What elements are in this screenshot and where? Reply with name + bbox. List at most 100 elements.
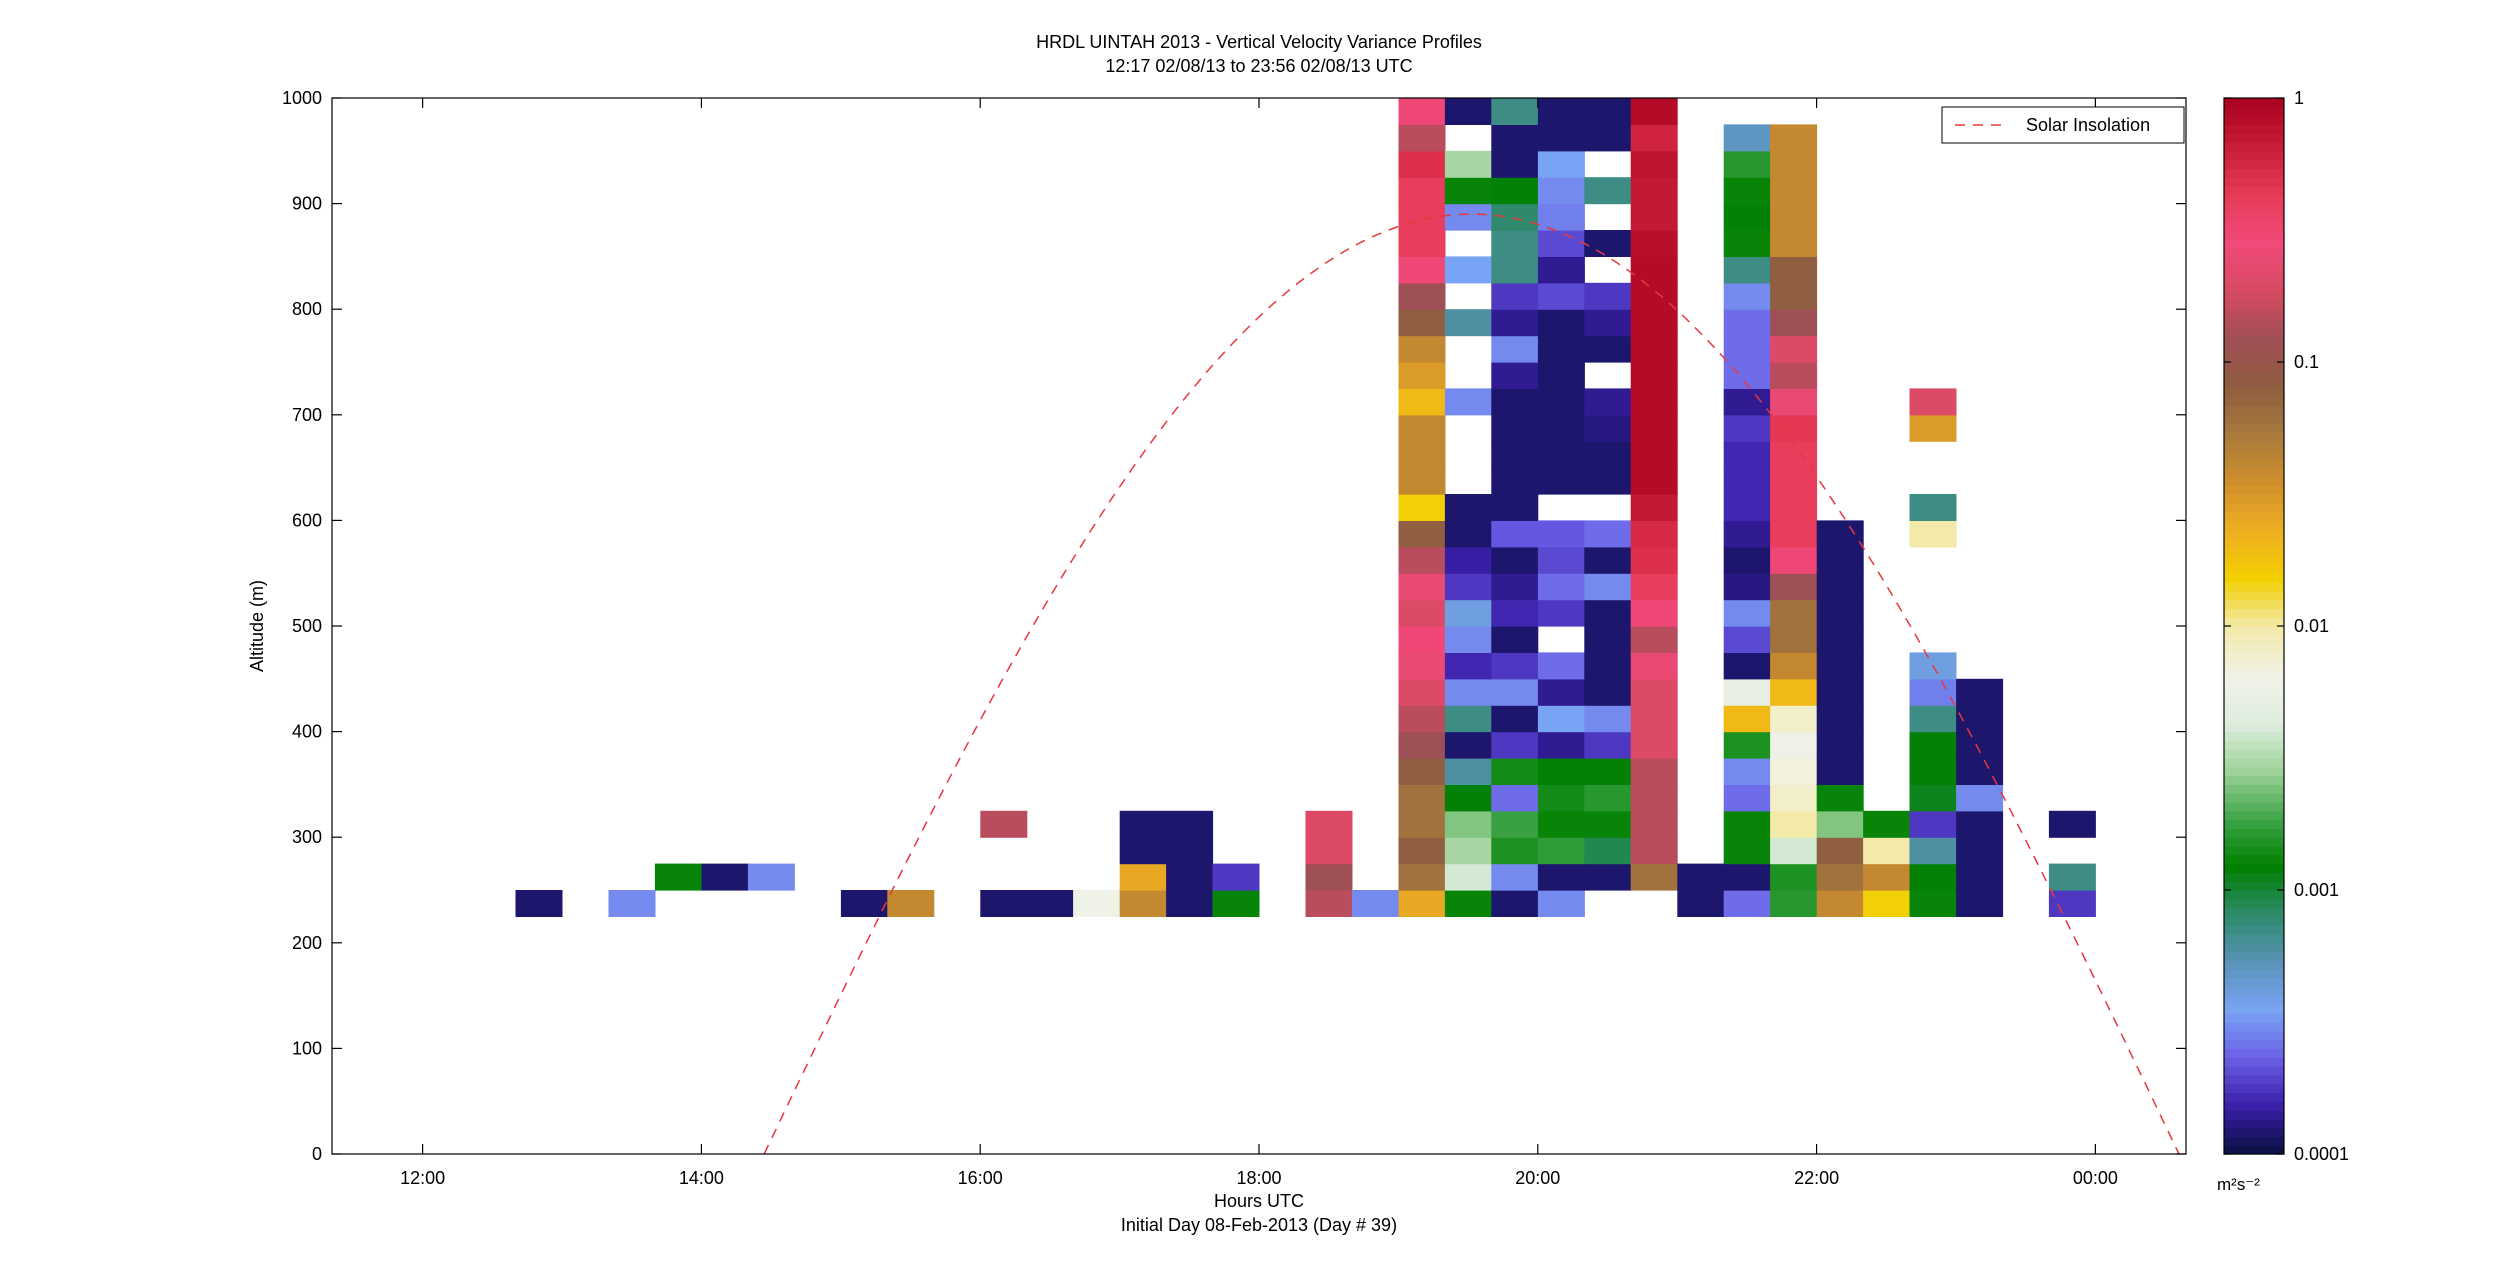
colorbar-segment: [2224, 661, 2284, 671]
heatmap-cell: [1537, 388, 1585, 416]
colorbar-segment: [2224, 714, 2284, 724]
y-tick-label: 600: [292, 510, 322, 530]
heatmap-cell: [1723, 150, 1771, 178]
heatmap-cell: [1444, 652, 1492, 680]
heatmap-cell: [1723, 414, 1771, 442]
heatmap-cell: [1584, 652, 1632, 680]
colorbar-segment: [2224, 520, 2284, 530]
heatmap-cell: [1119, 810, 1167, 838]
heatmap-cell: [1630, 441, 1678, 469]
heatmap-cell: [1491, 335, 1539, 363]
colorbar-segment: [2224, 1110, 2284, 1120]
heatmap-cell: [1630, 758, 1678, 785]
chart-subtitle: 12:17 02/08/13 to 23:56 02/08/13 UTC: [1105, 56, 1412, 76]
colorbar-segment: [2224, 617, 2284, 627]
colorbar-segment: [2224, 907, 2284, 917]
heatmap-cell: [1537, 705, 1585, 733]
y-tick-label: 1000: [282, 88, 322, 108]
heatmap-cell: [1398, 863, 1446, 891]
heatmap-cell: [1584, 282, 1632, 310]
heatmap-cell: [1723, 652, 1771, 680]
heatmap-cell: [1723, 731, 1771, 759]
heatmap-cell: [1677, 863, 1725, 891]
heatmap-cell: [1398, 758, 1446, 785]
colorbar-segment: [2224, 326, 2284, 337]
colorbar-segment: [2224, 758, 2284, 768]
colorbar-segment: [2224, 969, 2284, 979]
colorbar-segment: [2224, 1118, 2284, 1129]
heatmap-cell: [1537, 150, 1585, 178]
heatmap-cell: [1584, 230, 1632, 257]
heatmap-cell: [1723, 837, 1771, 865]
heatmap-cell: [1398, 441, 1446, 469]
heatmap-cell: [1491, 256, 1539, 284]
colorbar-segment: [2224, 494, 2284, 504]
heatmap-cell: [840, 890, 888, 917]
heatmap-cell: [747, 863, 795, 891]
heatmap-cell: [1537, 441, 1585, 469]
heatmap-cell: [1770, 731, 1818, 759]
heatmap-cell: [1491, 98, 1539, 125]
colorbar-segment: [2224, 379, 2284, 389]
heatmap-cell: [1444, 203, 1492, 231]
heatmap-cell: [1584, 388, 1632, 416]
heatmap-cell: [1956, 731, 2004, 759]
colorbar-segment: [2224, 564, 2284, 574]
colorbar-segment: [2224, 1136, 2284, 1146]
heatmap-cell: [1723, 203, 1771, 231]
heatmap-cell: [1537, 784, 1585, 812]
heatmap-cell: [1398, 230, 1446, 257]
heatmap-cell: [1491, 494, 1539, 521]
y-tick-label: 500: [292, 616, 322, 636]
heatmap-cell: [1398, 573, 1446, 601]
heatmap-cell: [1630, 362, 1678, 389]
heatmap-cell: [1398, 652, 1446, 680]
heatmap-cell: [1398, 124, 1446, 152]
y-axis-ticks: 0 100 200 300 400 500 600 700 800 900 1000: [282, 88, 2186, 1164]
heatmap-cell: [1909, 388, 1957, 416]
heatmap-cell: [1909, 414, 1957, 442]
heatmap-cell: [1491, 863, 1539, 891]
heatmap-cell: [1444, 388, 1492, 416]
colorbar-segment: [2224, 256, 2284, 266]
colorbar-segment: [2224, 749, 2284, 759]
colorbar-segment: [2224, 291, 2284, 301]
colorbar-segment: [2224, 766, 2284, 777]
heatmap-cell: [1398, 731, 1446, 759]
x-axis-sublabel: Initial Day 08-Feb-2013 (Day # 39): [1121, 1215, 1397, 1235]
colorbar-segment: [2224, 626, 2284, 636]
colorbar-segment: [2224, 687, 2284, 697]
colorbar-segment: [2224, 423, 2284, 433]
colorbar-segment: [2224, 608, 2284, 618]
x-tick-label: 16:00: [958, 1168, 1003, 1188]
heatmap-cell: [980, 810, 1028, 838]
heatmap-cell: [1491, 837, 1539, 865]
heatmap-cell: [1491, 810, 1539, 838]
heatmap-cell: [1909, 784, 1957, 812]
y-tick-label: 100: [292, 1038, 322, 1058]
heatmap-cell: [1630, 573, 1678, 601]
heatmap-cell: [1491, 150, 1539, 178]
heatmap-cell: [1956, 678, 2004, 706]
heatmap-cell: [1444, 98, 1492, 125]
colorbar-segment: [2224, 951, 2284, 961]
heatmap-cell: [1166, 863, 1214, 891]
heatmap-cell: [980, 890, 1028, 917]
heatmap-cell: [1584, 335, 1632, 363]
heatmap-cell: [2048, 890, 2096, 917]
heatmap-cell: [2048, 863, 2096, 891]
heatmap-cell: [1630, 256, 1678, 284]
heatmap-cell: [1630, 705, 1678, 733]
heatmap-cell: [1351, 890, 1399, 917]
colorbar-segment: [2224, 872, 2284, 882]
colorbar-segment: [2224, 775, 2284, 785]
heatmap-cell: [1630, 467, 1678, 495]
heatmap-cell: [1444, 705, 1492, 733]
heatmap-cell: [1212, 890, 1260, 917]
heatmap-cell: [1723, 546, 1771, 574]
x-tick-label: 20:00: [1515, 1168, 1560, 1188]
heatmap-cell: [1398, 309, 1446, 337]
heatmap-cell: [654, 863, 702, 891]
heatmap-cell: [1816, 731, 1864, 759]
heatmap-cell: [1816, 573, 1864, 601]
